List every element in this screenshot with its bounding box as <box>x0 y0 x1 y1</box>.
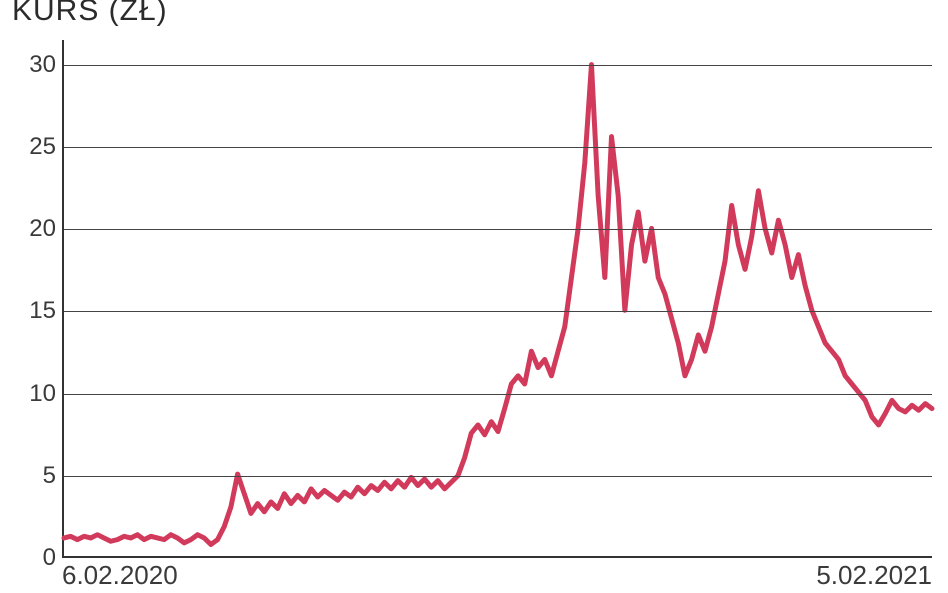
x-tick-label: 5.02.2021 <box>816 560 932 591</box>
y-tick-label: 15 <box>8 297 56 325</box>
y-tick-label: 0 <box>8 544 56 572</box>
x-tick-label: 6.02.2020 <box>62 560 178 591</box>
gridline <box>64 476 932 477</box>
chart-title: KURS (ZŁ) <box>12 0 168 28</box>
gridline <box>64 394 932 395</box>
gridline <box>64 147 932 148</box>
y-tick-label: 30 <box>8 51 56 79</box>
gridline <box>64 311 932 312</box>
line-series <box>64 40 932 556</box>
y-tick-label: 5 <box>8 462 56 490</box>
gridline <box>64 65 932 66</box>
plot-area <box>62 40 932 558</box>
gridline <box>64 229 932 230</box>
y-tick-label: 25 <box>8 133 56 161</box>
y-tick-label: 20 <box>8 215 56 243</box>
y-tick-label: 10 <box>8 380 56 408</box>
chart-container: KURS (ZŁ) 0 5 10 15 20 25 30 6.02.2020 5.02.2021 <box>0 0 948 593</box>
